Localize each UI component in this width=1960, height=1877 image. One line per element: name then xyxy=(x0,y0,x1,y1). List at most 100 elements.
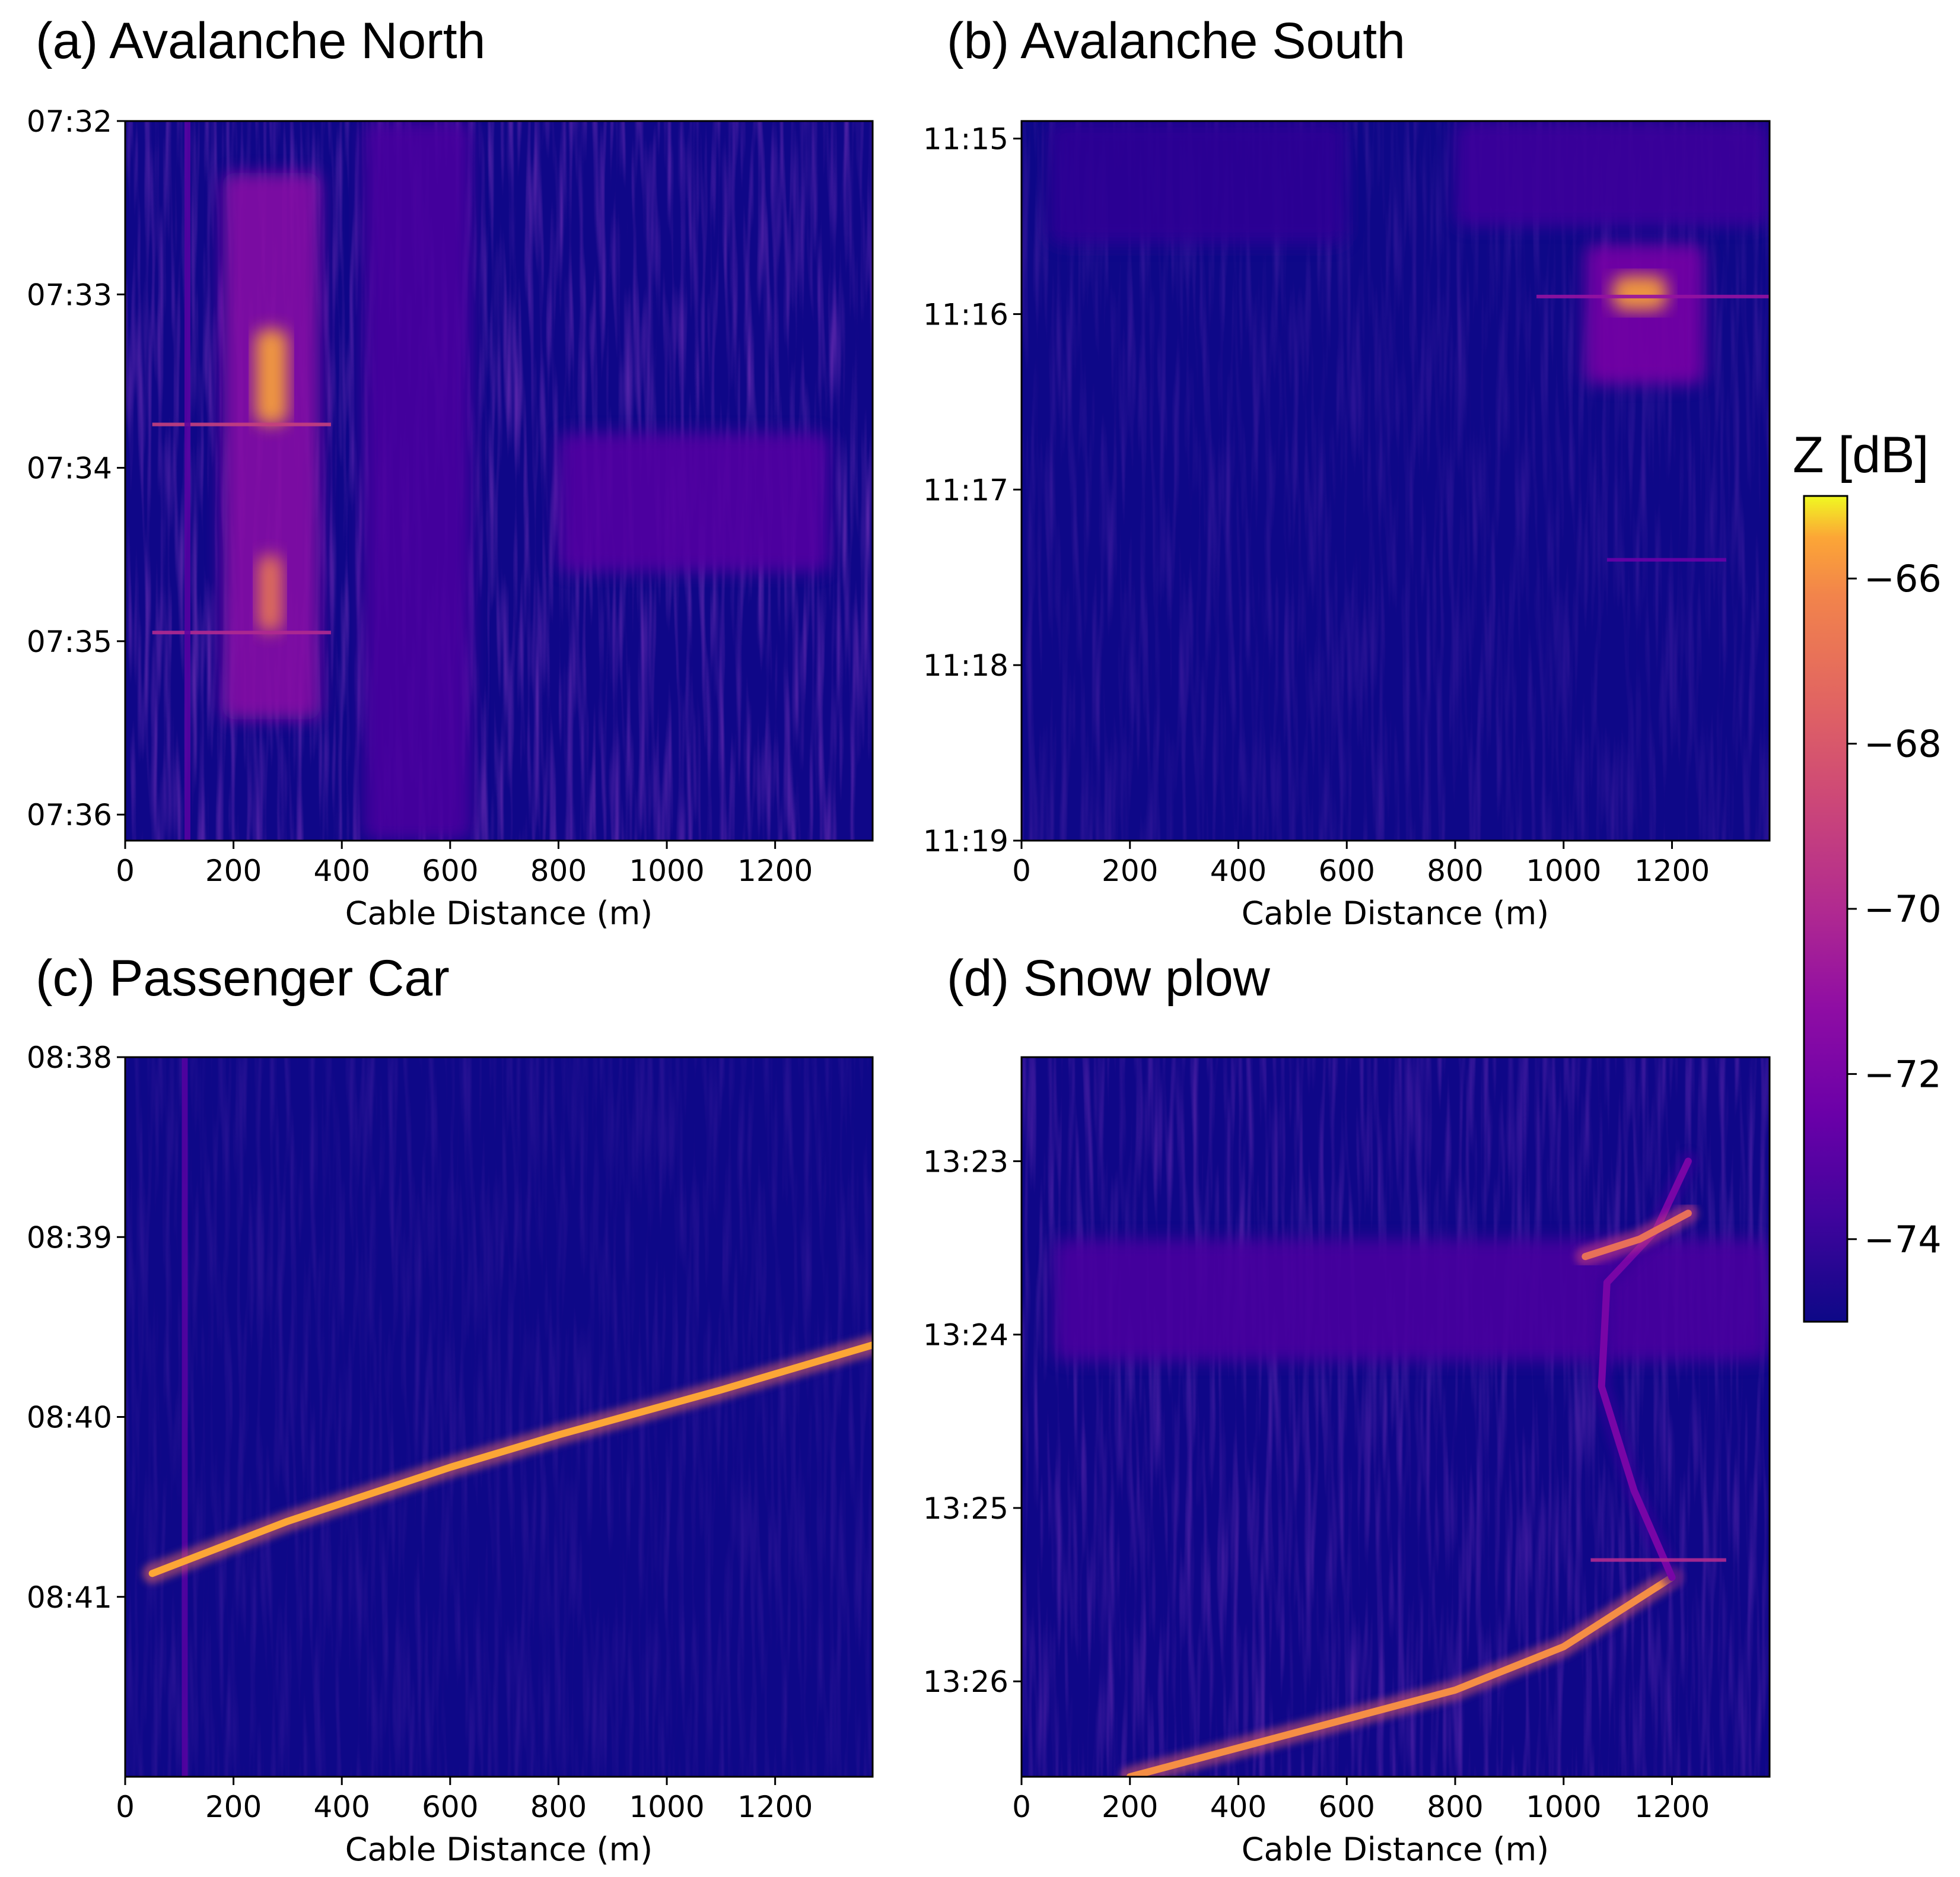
panel-title-d: (d) Snow plow xyxy=(947,950,1271,1007)
y-tick-label-b-4: 11:19 xyxy=(923,824,1008,858)
y-ticks-d: 13:23 13:24 13:25 13:26 xyxy=(923,1144,1022,1699)
panel-title-b: (b) Avalanche South xyxy=(947,12,1405,69)
x-tick-label-d-0: 0 xyxy=(1012,1790,1031,1824)
colorbar-ticks: −66 −68 −70 −72 −74 xyxy=(1847,557,1942,1261)
heatmap-feature-d-1 xyxy=(1126,1573,1676,1777)
x-tick-label-c-1: 200 xyxy=(205,1790,262,1824)
y-tick-label-c-2: 08:40 xyxy=(27,1401,112,1435)
x-tick-label-d-2: 400 xyxy=(1210,1790,1267,1824)
x-tick-label-d-5: 1000 xyxy=(1526,1790,1601,1824)
heatmap-feature-c-1 xyxy=(148,1341,873,1577)
y-tick-label-b-1: 11:16 xyxy=(923,297,1008,332)
heatmap-feature-a-2 xyxy=(257,554,282,633)
y-tick-label-c-0: 08:38 xyxy=(27,1041,112,1075)
y-ticks-c: 08:38 08:39 08:40 08:41 xyxy=(27,1041,125,1615)
y-tick-label-d-2: 13:25 xyxy=(923,1491,1008,1526)
features-c xyxy=(125,1057,873,1777)
y-tick-label-a-3: 07:35 xyxy=(27,625,112,659)
heatmap-b xyxy=(1022,121,1770,841)
x-tick-label-c-3: 600 xyxy=(422,1790,478,1824)
x-tick-label-a-3: 600 xyxy=(422,854,478,888)
axes-frame-a xyxy=(124,120,874,842)
features-a xyxy=(125,121,873,841)
heatmap-feature-a-1 xyxy=(255,329,288,425)
heatmap-feature-a-4 xyxy=(558,433,829,572)
x-tick-label-c-6: 1200 xyxy=(737,1790,813,1824)
y-tick-label-a-2: 07:34 xyxy=(27,451,112,486)
x-ticks-d: 0 200 400 600 800 1000 1200 xyxy=(1012,1777,1710,1824)
heatmap-d xyxy=(1022,1057,1770,1777)
x-tick-label-b-4: 800 xyxy=(1427,854,1483,888)
panel-title-c: (c) Passenger Car xyxy=(36,950,450,1007)
heatmap-feature-a-0 xyxy=(222,173,320,720)
panel-d: 0 200 400 600 800 1000 1200 13:2313:2413:2513:… xyxy=(923,1056,1771,1868)
x-tick-label-c-5: 1000 xyxy=(629,1790,704,1824)
x-tick-label-b-2: 400 xyxy=(1210,854,1267,888)
heatmap-a xyxy=(125,121,873,841)
heatmap-background-d xyxy=(1022,1057,1770,1777)
x-tick-label-a-4: 800 xyxy=(530,854,587,888)
x-tick-label-c-4: 800 xyxy=(530,1790,587,1824)
x-tick-label-c-0: 0 xyxy=(116,1790,135,1824)
heatmap-feature-d-3 xyxy=(1582,1210,1692,1261)
y-tick-label-b-3: 11:18 xyxy=(923,648,1008,683)
x-tick-label-a-2: 400 xyxy=(313,854,370,888)
x-tick-label-a-6: 1200 xyxy=(737,854,813,888)
x-tick-label-b-3: 600 xyxy=(1319,854,1375,888)
x-tick-label-b-5: 1000 xyxy=(1526,854,1601,888)
colorbar-tick-label-3: −72 xyxy=(1864,1052,1942,1096)
colorbar-gradient xyxy=(1803,495,1848,1323)
heatmap-feature-b-1 xyxy=(1612,275,1667,311)
x-ticks-a: 0 200 400 600 800 1000 1200 xyxy=(116,841,813,888)
y-tick-label-a-1: 07:33 xyxy=(27,278,112,312)
x-tick-label-c-2: 400 xyxy=(313,1790,370,1824)
x-axis-label-b: Cable Distance (m) xyxy=(1242,895,1549,932)
noise-texture-d xyxy=(1022,1057,1770,1777)
x-tick-label-d-1: 200 xyxy=(1102,1790,1158,1824)
x-axis-label-a: Cable Distance (m) xyxy=(345,895,653,932)
features-b xyxy=(1022,121,1770,841)
x-tick-label-b-0: 0 xyxy=(1012,854,1031,888)
x-ticks-b: 0 200 400 600 800 1000 1200 xyxy=(1012,841,1710,888)
heatmap-c xyxy=(125,1057,873,1777)
y-tick-label-b-2: 11:17 xyxy=(923,473,1008,507)
x-tick-label-a-0: 0 xyxy=(116,854,135,888)
x-tick-label-a-1: 200 xyxy=(205,854,262,888)
heatmap-feature-b-4 xyxy=(1048,121,1347,244)
x-ticks-c: 0 200 400 600 800 1000 1200 xyxy=(116,1777,813,1824)
panel-a: 0 200 400 600 800 1000 1200 07:3207:3307:3407:… xyxy=(27,104,874,932)
y-tick-label-b-0: 11:15 xyxy=(923,122,1008,157)
colorbar-label: Z [dB] xyxy=(1793,427,1929,483)
panel-b: 0 200 400 600 800 1000 1200 11:1511:1611:1711:… xyxy=(923,120,1771,932)
y-tick-label-a-0: 07:32 xyxy=(27,104,112,139)
x-tick-label-b-1: 200 xyxy=(1102,854,1158,888)
y-tick-label-c-1: 08:39 xyxy=(27,1220,112,1255)
y-tick-label-d-0: 13:23 xyxy=(923,1144,1008,1179)
panel-c: 0 200 400 600 800 1000 1200 08:3808:3908:4008:… xyxy=(27,1041,874,1868)
y-tick-label-d-1: 13:24 xyxy=(923,1318,1008,1353)
y-ticks-a: 07:32 07:33 07:34 07:35 07:36 xyxy=(27,104,125,832)
colorbar: Z [dB] −66 −68 −70 −72 −74 xyxy=(1793,427,1942,1323)
y-tick-label-d-3: 13:26 xyxy=(923,1665,1008,1699)
heatmap-feature-a-3 xyxy=(363,121,472,841)
heatmap-feature-d-0 xyxy=(1054,1239,1770,1361)
axes-frame-d xyxy=(1020,1056,1771,1778)
y-ticks-b: 11:15 11:16 11:17 11:18 11:19 xyxy=(923,122,1022,858)
noise-texture-c xyxy=(125,1057,873,1777)
x-tick-label-b-6: 1200 xyxy=(1634,854,1710,888)
x-tick-label-d-3: 600 xyxy=(1319,1790,1375,1824)
heatmap-feature-b-0 xyxy=(1585,244,1705,384)
x-tick-label-d-6: 1200 xyxy=(1634,1790,1710,1824)
colorbar-tick-label-4: −74 xyxy=(1864,1218,1942,1261)
panel-title-a: (a) Avalanche North xyxy=(36,12,486,69)
x-axis-label-c: Cable Distance (m) xyxy=(345,1831,653,1868)
heatmap-background-c xyxy=(125,1057,873,1777)
x-tick-label-a-5: 1000 xyxy=(629,854,704,888)
axes-frame-b xyxy=(1020,120,1771,842)
colorbar-tick-label-1: −68 xyxy=(1864,723,1942,766)
colorbar-tick-label-0: −66 xyxy=(1864,557,1942,600)
features-d xyxy=(1022,1057,1770,1777)
y-tick-label-c-3: 08:41 xyxy=(27,1580,112,1615)
y-tick-label-a-4: 07:36 xyxy=(27,798,112,832)
